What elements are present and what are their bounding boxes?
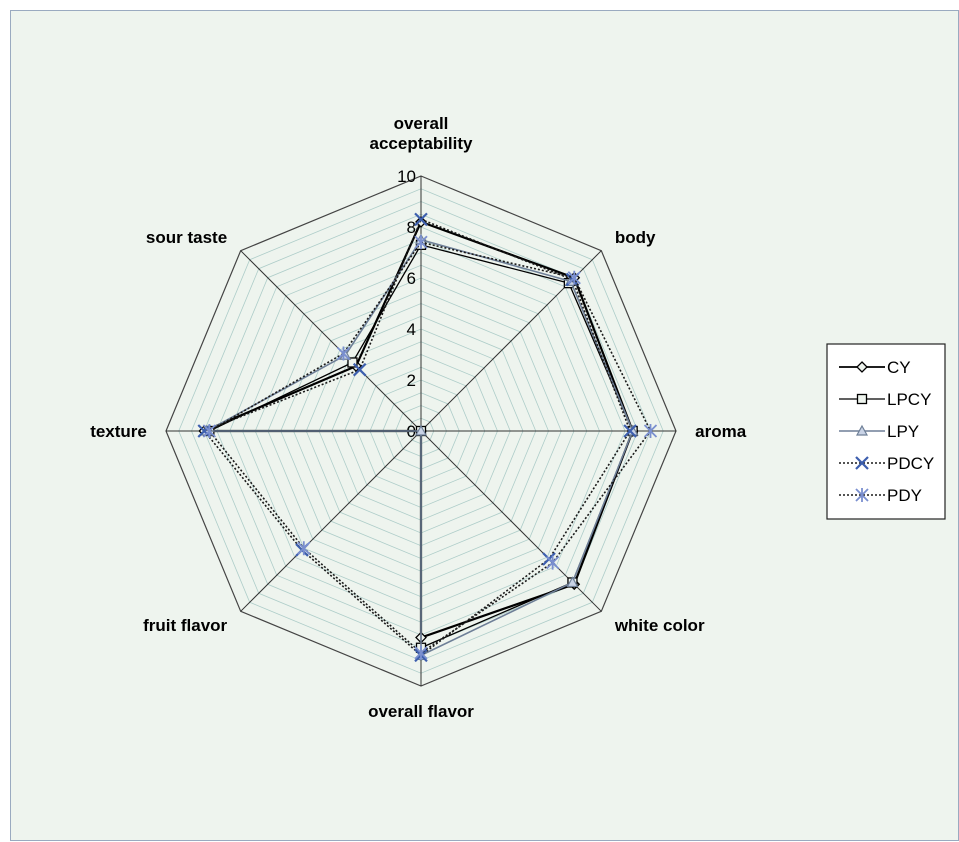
data-point <box>197 424 212 438</box>
chart-frame: 0 2 4 6 8 10 overall acceptability body aroma whi… <box>10 10 959 841</box>
category-labels: overall acceptability body aroma white color… <box>90 114 747 721</box>
tick-label: 2 <box>407 371 416 390</box>
category-label: overall acceptability <box>370 114 474 153</box>
data-point <box>855 488 869 502</box>
data-point <box>545 555 560 570</box>
tick-label: 8 <box>407 218 416 237</box>
axis-spoke <box>240 430 422 612</box>
data-point <box>336 346 351 361</box>
legend-item: PDCY <box>839 454 934 473</box>
data-point <box>352 362 367 377</box>
category-label: overall flavor <box>368 702 474 721</box>
data-point <box>855 456 869 470</box>
tick-label: 10 <box>397 167 416 186</box>
data-point <box>414 645 428 660</box>
data-point <box>856 393 868 405</box>
legend-label: CY <box>887 358 911 377</box>
legend-label: PDCY <box>887 454 934 473</box>
data-point <box>566 576 579 588</box>
legend-item: CY <box>839 358 911 377</box>
legend-label: LPY <box>887 422 919 441</box>
category-label: sour taste <box>146 228 227 247</box>
data-point <box>643 424 658 438</box>
axis-spoke <box>240 250 422 432</box>
legend: CY LPCY LPY PDCY PDY <box>826 343 946 520</box>
legend-label: LPCY <box>887 390 931 409</box>
data-point <box>347 357 358 368</box>
category-label: fruit flavor <box>143 616 227 635</box>
data-point <box>567 270 581 285</box>
data-point <box>297 541 311 556</box>
category-label: white color <box>614 616 705 635</box>
legend-label: PDY <box>887 486 922 505</box>
legend-item: LPCY <box>839 390 931 409</box>
data-point <box>414 212 428 227</box>
tick-label: 4 <box>407 320 416 339</box>
tick-label: 6 <box>407 269 416 288</box>
data-point <box>202 424 216 438</box>
legend-item: LPY <box>839 422 919 441</box>
data-point <box>414 235 428 250</box>
series-lpy <box>200 233 639 661</box>
data-point <box>855 424 869 436</box>
data-point <box>414 424 428 436</box>
category-label: texture <box>90 422 147 441</box>
data-point <box>856 361 868 373</box>
series-layer <box>197 212 658 663</box>
category-label: aroma <box>695 422 747 441</box>
series-pdy <box>202 235 658 660</box>
legend-item: PDY <box>839 486 922 505</box>
data-point <box>623 424 637 438</box>
category-label: body <box>615 228 656 247</box>
